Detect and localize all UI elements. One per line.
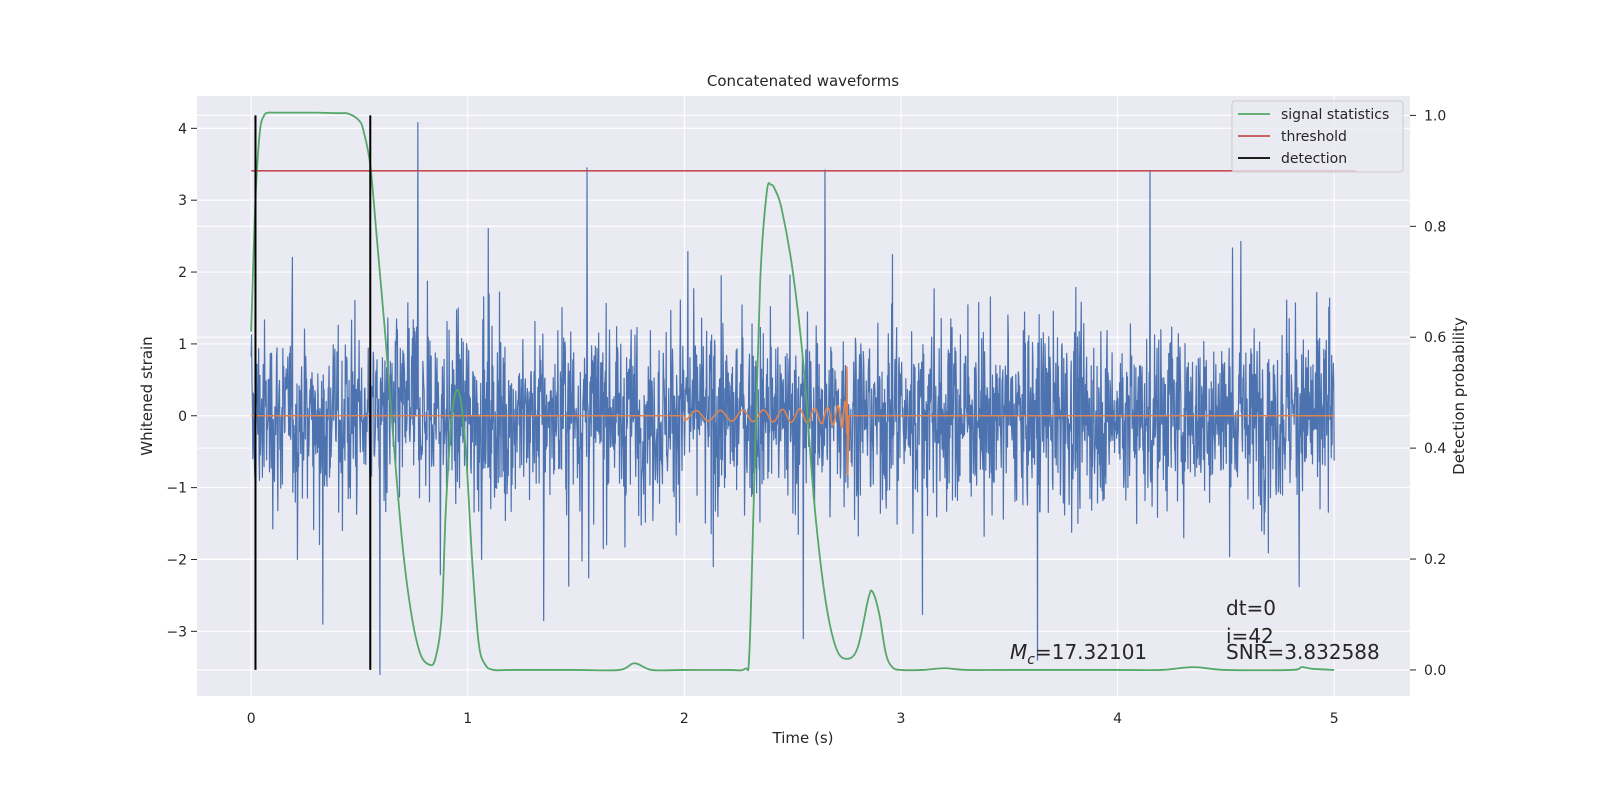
index-annotation: i=42 xyxy=(1226,624,1274,648)
right-y-tick-label: 0.2 xyxy=(1424,552,1446,568)
right-y-tick-label: 0.4 xyxy=(1424,441,1446,457)
legend-label-detection: detection xyxy=(1281,151,1347,167)
legend: signal statistics threshold detection xyxy=(1231,100,1404,173)
y-axis-ticks: −3 −2 −1 0 1 2 3 4 xyxy=(166,121,197,640)
right-y-axis-ticks: 0.0 0.2 0.4 0.6 0.8 1.0 xyxy=(1410,108,1446,679)
x-tick-label: 5 xyxy=(1330,711,1339,727)
strain-line xyxy=(250,121,1335,676)
x-tick-label: 1 xyxy=(463,711,472,727)
strain-series xyxy=(250,121,1335,676)
x-tick-label: 4 xyxy=(1113,711,1122,727)
chirp-line xyxy=(251,366,1335,476)
x-axis-ticks: 0 1 2 3 4 5 xyxy=(247,711,1339,727)
chirp-mass-symbol: M xyxy=(1010,640,1027,664)
y-tick-label: 3 xyxy=(178,193,187,209)
right-y-tick-label: 0.6 xyxy=(1424,330,1446,346)
legend-label-threshold: threshold xyxy=(1281,129,1347,145)
right-y-axis-label: Detection probability xyxy=(1450,317,1468,475)
y-tick-label: 1 xyxy=(178,337,187,353)
y-tick-label: −2 xyxy=(166,552,187,568)
legend-label-signal-statistics: signal statistics xyxy=(1281,107,1389,123)
y-tick-label: −1 xyxy=(166,481,187,497)
y-tick-label: −3 xyxy=(166,624,187,640)
y-tick-label: 2 xyxy=(178,265,187,281)
x-tick-label: 2 xyxy=(680,711,689,727)
chart-title: Concatenated waveforms xyxy=(707,72,899,90)
chirp-series xyxy=(251,366,1335,476)
chirp-mass-value: =17.32101 xyxy=(1035,640,1147,664)
x-tick-label: 0 xyxy=(247,711,256,727)
detection-series xyxy=(254,115,372,670)
chirp-mass-subscript: c xyxy=(1027,652,1035,668)
y-axis-label: Whitened strain xyxy=(138,336,156,455)
x-tick-label: 3 xyxy=(897,711,906,727)
y-tick-label: 4 xyxy=(178,121,187,137)
right-y-tick-label: 0.0 xyxy=(1424,663,1446,679)
legend-box xyxy=(1231,100,1404,173)
right-y-tick-label: 0.8 xyxy=(1424,219,1446,235)
dt-annotation: dt=0 xyxy=(1226,596,1276,620)
right-y-tick-label: 1.0 xyxy=(1424,108,1446,124)
chirp-mass-annotation: Mc=17.32101 xyxy=(1010,640,1147,668)
x-axis-label: Time (s) xyxy=(772,729,834,747)
snr-annotation: SNR=3.832588 xyxy=(1226,640,1380,664)
y-tick-label: 0 xyxy=(178,409,187,425)
